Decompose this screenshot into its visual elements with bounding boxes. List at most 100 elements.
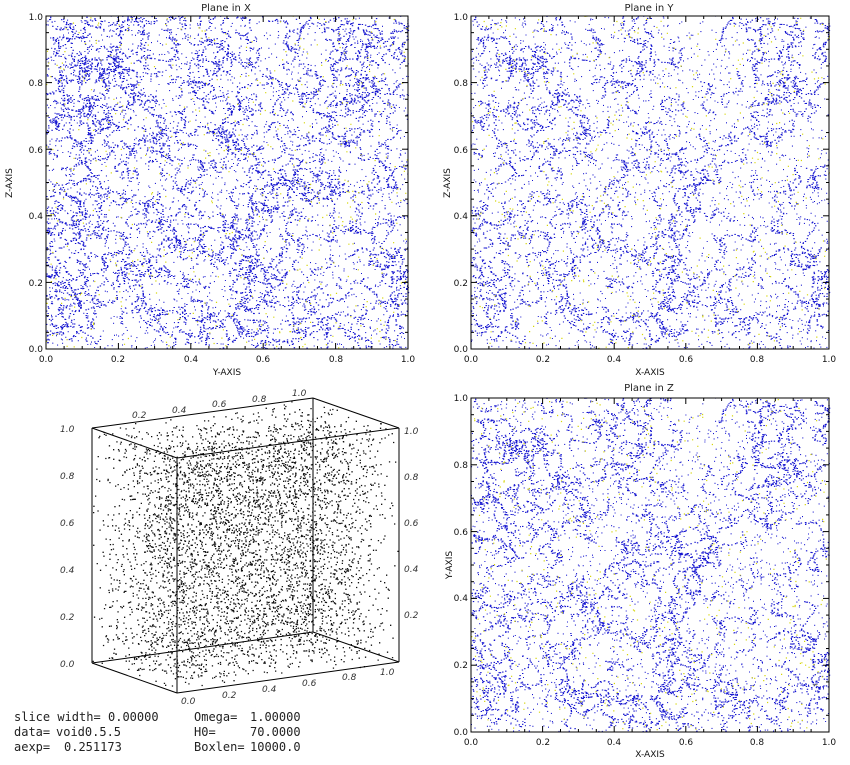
- z-tick-label: 0.4: [404, 565, 419, 575]
- x-tick-label: 0.4: [172, 406, 187, 416]
- x-tick-label: 1.0: [380, 668, 395, 678]
- y-tick-label: 0.0: [29, 345, 44, 355]
- y-tick-label: 0.0: [454, 345, 469, 355]
- info-value: 70.0000: [250, 725, 301, 739]
- x-axis-label: X-AXIS: [635, 750, 665, 760]
- simulation-info: slice width= 0.00000 data= void0.5.5 aex…: [14, 710, 301, 754]
- x-tick-label: 0.2: [111, 355, 125, 365]
- z-tick-label: 1.0: [60, 425, 75, 435]
- z-tick-label: 0.0: [60, 660, 75, 670]
- y-tick-label: 0.8: [454, 461, 469, 471]
- y-tick-label: 0.2: [454, 661, 468, 671]
- particles-3d: [92, 401, 399, 687]
- x-tick-label: 0.2: [132, 411, 147, 421]
- z-tick-label: 0.8: [404, 473, 419, 483]
- y-tick-label: 0.4: [29, 212, 44, 222]
- y-tick-label: 0.0: [454, 728, 469, 738]
- particle-layer: [471, 15, 831, 350]
- panel-3d-box: 0.0 0.2 0.4 0.6 0.8 1.0 0.2 0.4 0.6 0.8 …: [60, 389, 419, 707]
- x-tick-label: 0.6: [302, 679, 317, 689]
- dense-particles: [471, 397, 831, 733]
- y-tick-label: 0.6: [454, 146, 469, 156]
- y-tick-label: 0.8: [29, 79, 44, 89]
- info-label: Boxlen=: [194, 740, 245, 754]
- x-tick-label: 0.0: [39, 355, 54, 365]
- y-tick-label: 0.4: [454, 212, 469, 222]
- x-tick-label: 0.4: [607, 355, 622, 365]
- y-tick-label: 0.4: [454, 594, 469, 604]
- x-tick-label: 0.6: [679, 355, 694, 365]
- tick-marks: [470, 397, 830, 733]
- dense-particles: [471, 15, 831, 350]
- z-tick-label: 0.6: [60, 519, 75, 529]
- y-axis-label: Y-AXIS: [445, 551, 455, 580]
- info-label: data=: [14, 725, 50, 739]
- panel-title: Plane in Y: [624, 3, 674, 14]
- z-tick-label: 1.0: [404, 427, 419, 437]
- box-edge: [312, 631, 400, 663]
- info-label: H0=: [194, 725, 216, 739]
- x-tick-label: 0.4: [607, 738, 622, 748]
- z-tick-label: 0.8: [60, 472, 75, 482]
- x-tick-label: 0.4: [184, 355, 199, 365]
- particle-layer: [471, 397, 831, 733]
- info-value: 1.00000: [250, 710, 301, 724]
- panel-plane-y: Plane in Y 0.0 0.2 0.4 0.6 0.8 1.0 0.0 0…: [443, 3, 836, 378]
- tick-marks: [470, 15, 830, 350]
- x-tick-label: 0.2: [536, 738, 550, 748]
- panel-title: Plane in X: [201, 3, 251, 14]
- y-axis-label: Z-AXIS: [443, 168, 453, 198]
- y-tick-label: 0.8: [454, 79, 469, 89]
- x-tick-label: 0.6: [256, 355, 271, 365]
- box-edge: [312, 397, 400, 429]
- y-tick-label: 1.0: [29, 13, 44, 23]
- x-tick-label: 0.2: [222, 691, 237, 701]
- x-tick-label: 0.8: [750, 355, 765, 365]
- panel-plane-x: Plane in X 0.0 0.2 0.4 0.6 0.8 1.0 0.0 0…: [5, 3, 415, 378]
- x-tick-label: 0.6: [212, 400, 227, 410]
- info-label: aexp=: [14, 740, 50, 754]
- y-tick-label: 0.6: [29, 146, 44, 156]
- sparse-particles: [46, 15, 408, 349]
- y-tick-label: 0.2: [454, 279, 468, 289]
- sparse-particles: [471, 399, 827, 731]
- sparse-particles: [472, 15, 830, 349]
- x-tick-label: 0.8: [329, 355, 344, 365]
- info-value: void0.5.5: [56, 725, 121, 739]
- box-edge: [91, 662, 178, 694]
- dense-particles: [46, 15, 410, 350]
- x-tick-label: 0.8: [252, 395, 267, 405]
- y-tick-label: 0.2: [29, 279, 43, 289]
- y-axis-label: Z-AXIS: [5, 168, 15, 198]
- box-edge: [91, 427, 178, 459]
- info-value: 10000.0: [250, 740, 301, 754]
- x-axis-label: X-AXIS: [635, 368, 665, 378]
- z-tick-label: 0.2: [60, 613, 75, 623]
- particle-layer: [46, 15, 410, 350]
- info-value: 0.00000: [108, 710, 159, 724]
- y-tick-label: 1.0: [454, 394, 469, 404]
- z-tick-label: 0.2: [404, 611, 419, 621]
- x-tick-label: 1.0: [401, 355, 416, 365]
- y-tick-label: 0.6: [454, 528, 469, 538]
- x-tick-label: 0.0: [464, 738, 479, 748]
- x-tick-label: 0.4: [262, 685, 277, 695]
- panel-plane-z: Plane in Z 0.0 0.2 0.4 0.6 0.8 1.0 0.0 0…: [445, 383, 836, 760]
- particle-layer-3d: [92, 401, 399, 687]
- x-tick-label: 1.0: [822, 355, 837, 365]
- box-edge: [91, 397, 314, 429]
- box-edge: [176, 661, 400, 694]
- x-tick-label: 0.0: [464, 355, 479, 365]
- z-tick-label: 0.4: [60, 566, 75, 576]
- info-label: slice width=: [14, 710, 101, 724]
- box-edge: [91, 631, 314, 664]
- panel-title: Plane in Z: [624, 383, 674, 394]
- x-tick-label: 0.0: [181, 697, 196, 707]
- x-axis-label: Y-AXIS: [212, 368, 241, 378]
- x-tick-label: 0.6: [679, 738, 694, 748]
- x-tick-label: 0.8: [342, 673, 357, 683]
- info-value: 0.251173: [64, 740, 122, 754]
- x-tick-label: 1.0: [822, 738, 837, 748]
- z-tick-label: 0.6: [404, 519, 419, 529]
